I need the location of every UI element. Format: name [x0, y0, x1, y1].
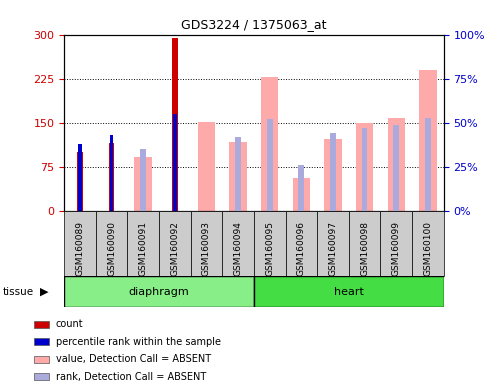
Text: GSM160095: GSM160095	[265, 221, 274, 276]
Text: heart: heart	[334, 287, 364, 297]
Text: value, Detection Call = ABSENT: value, Detection Call = ABSENT	[56, 354, 211, 364]
Title: GDS3224 / 1375063_at: GDS3224 / 1375063_at	[181, 18, 327, 31]
Text: GSM160093: GSM160093	[202, 221, 211, 276]
Bar	[229, 142, 247, 211]
Text: GSM160099: GSM160099	[392, 221, 401, 276]
Bar	[77, 152, 83, 211]
Bar	[191, 211, 222, 276]
Text: GSM160094: GSM160094	[234, 221, 243, 276]
Bar	[285, 211, 317, 276]
Bar	[293, 178, 310, 211]
Bar	[298, 165, 304, 211]
Bar	[141, 149, 146, 211]
FancyBboxPatch shape	[64, 276, 254, 307]
Text: GSM160092: GSM160092	[170, 221, 179, 276]
Bar	[393, 125, 399, 211]
Bar	[381, 211, 412, 276]
Bar	[108, 144, 114, 211]
Bar	[362, 128, 367, 211]
Text: GSM160096: GSM160096	[297, 221, 306, 276]
Bar	[324, 139, 342, 211]
Bar	[96, 211, 127, 276]
Bar	[34, 373, 49, 380]
Bar	[109, 135, 113, 211]
Text: GSM160091: GSM160091	[139, 221, 148, 276]
Bar	[412, 211, 444, 276]
Bar	[34, 338, 49, 345]
Text: diaphragm: diaphragm	[129, 287, 189, 297]
Bar	[267, 119, 273, 211]
Bar	[419, 70, 437, 211]
Bar	[127, 211, 159, 276]
FancyBboxPatch shape	[254, 276, 444, 307]
Bar	[173, 114, 176, 211]
Bar	[349, 211, 381, 276]
Bar	[135, 157, 152, 211]
Bar	[356, 123, 373, 211]
Text: percentile rank within the sample: percentile rank within the sample	[56, 337, 221, 347]
Text: GSM160097: GSM160097	[328, 221, 338, 276]
Bar	[425, 118, 431, 211]
Bar	[254, 211, 285, 276]
Bar	[64, 211, 96, 276]
Bar	[387, 118, 405, 211]
Bar	[34, 356, 49, 363]
Bar	[261, 77, 279, 211]
Text: GSM160098: GSM160098	[360, 221, 369, 276]
Bar	[317, 211, 349, 276]
Text: GSM160089: GSM160089	[75, 221, 84, 276]
Text: GSM160100: GSM160100	[423, 221, 432, 276]
Bar	[222, 211, 254, 276]
Bar	[330, 134, 336, 211]
Text: ▶: ▶	[40, 287, 49, 297]
Text: rank, Detection Call = ABSENT: rank, Detection Call = ABSENT	[56, 372, 206, 382]
Text: tissue: tissue	[2, 287, 34, 297]
Bar	[198, 122, 215, 211]
Bar	[159, 211, 191, 276]
Bar	[78, 144, 82, 211]
Bar	[172, 38, 177, 211]
Text: count: count	[56, 319, 83, 329]
Text: GSM160090: GSM160090	[107, 221, 116, 276]
Bar	[235, 137, 241, 211]
Bar	[34, 321, 49, 328]
